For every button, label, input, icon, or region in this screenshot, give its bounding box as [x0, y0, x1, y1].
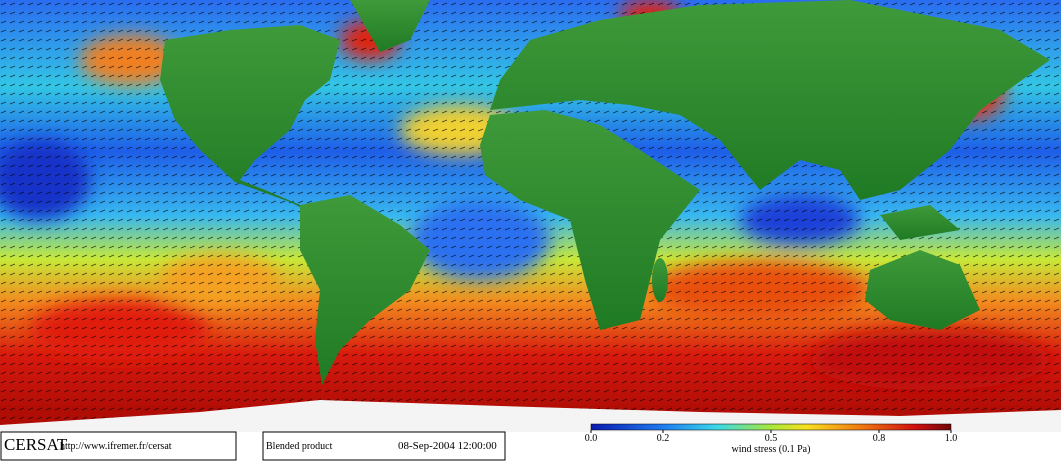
logo-box [0, 431, 237, 461]
product-name: Blended product [266, 441, 333, 452]
land [160, 0, 1050, 385]
colorbar-label: wind stress (0.1 Pa) [732, 444, 811, 455]
colorbar-tick-label: 0.8 [873, 433, 886, 444]
datetime: 08-Sep-2004 12:00:00 [398, 440, 497, 452]
product-box [262, 431, 506, 461]
logo: CERSAT [4, 435, 68, 454]
colorbar-tick-label: 0.2 [657, 433, 670, 444]
colorbar-tick-label: 0.0 [585, 433, 598, 444]
colorbar-tick-label: 1.0 [945, 433, 958, 444]
url: http://www.ifremer.fr/cersat [60, 441, 172, 452]
colorbar: wind stress (0.1 Pa) 0.0 0.2 0.5 0.8 1.0 [585, 423, 958, 455]
colorbar-tick-label: 0.5 [765, 433, 778, 444]
colorbar-ramp [590, 423, 952, 431]
